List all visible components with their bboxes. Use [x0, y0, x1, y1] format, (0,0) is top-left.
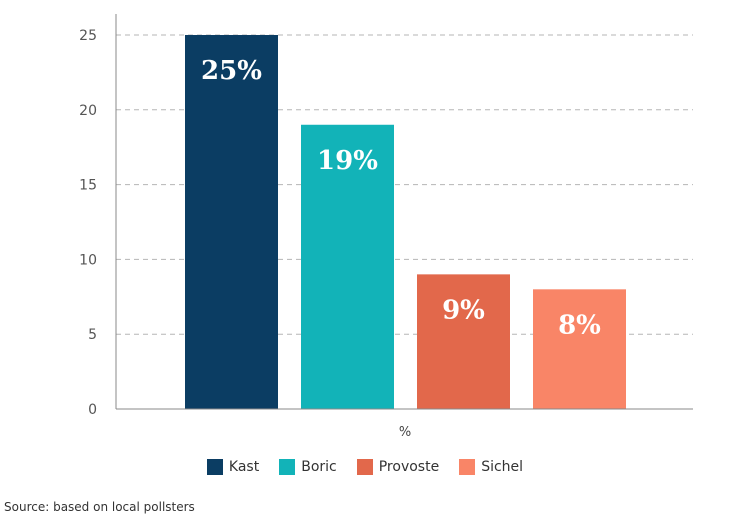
data-label-boric: 19%	[317, 146, 378, 176]
y-tick-label: 10	[79, 252, 97, 268]
legend-item-boric: Boric	[279, 459, 337, 475]
bar-sichel	[533, 289, 626, 409]
bar-provoste	[417, 274, 510, 409]
legend-item-provoste: Provoste	[356, 459, 440, 475]
data-label-sichel: 8%	[558, 310, 601, 340]
legend-item-kast: Kast	[206, 459, 260, 475]
y-tick-label: 25	[79, 28, 97, 44]
data-labels: 25% 19% 9% 8%	[201, 56, 601, 340]
y-tick-label: 20	[79, 103, 97, 119]
legend-swatch	[459, 459, 476, 475]
legend: Kast Boric Provoste Sichel	[0, 456, 730, 478]
y-tick-label: 0	[88, 402, 97, 418]
y-tick-label: 5	[88, 327, 97, 343]
bars	[185, 35, 626, 409]
data-label-kast: 25%	[201, 56, 262, 86]
legend-label: Provoste	[378, 459, 440, 475]
source-note: Source: based on local pollsters	[4, 500, 195, 514]
x-axis-label: %	[399, 425, 411, 440]
data-label-provoste: 9%	[442, 295, 485, 325]
bar-kast	[185, 35, 278, 409]
legend-item-sichel: Sichel	[459, 459, 523, 475]
y-axis-ticks: 0 5 10 15 20 25	[79, 28, 97, 418]
legend-label: Sichel	[481, 459, 524, 475]
legend-swatch	[279, 459, 296, 475]
bar-boric	[301, 124, 394, 409]
legend-swatch	[206, 459, 223, 475]
legend-swatch	[356, 459, 373, 475]
legend-label: Kast	[228, 459, 260, 475]
legend-label: Boric	[301, 459, 337, 475]
bar-chart: 0 5 10 15 20 25 25% 19% 9% 8% %	[79, 14, 693, 440]
y-tick-label: 15	[79, 178, 97, 194]
